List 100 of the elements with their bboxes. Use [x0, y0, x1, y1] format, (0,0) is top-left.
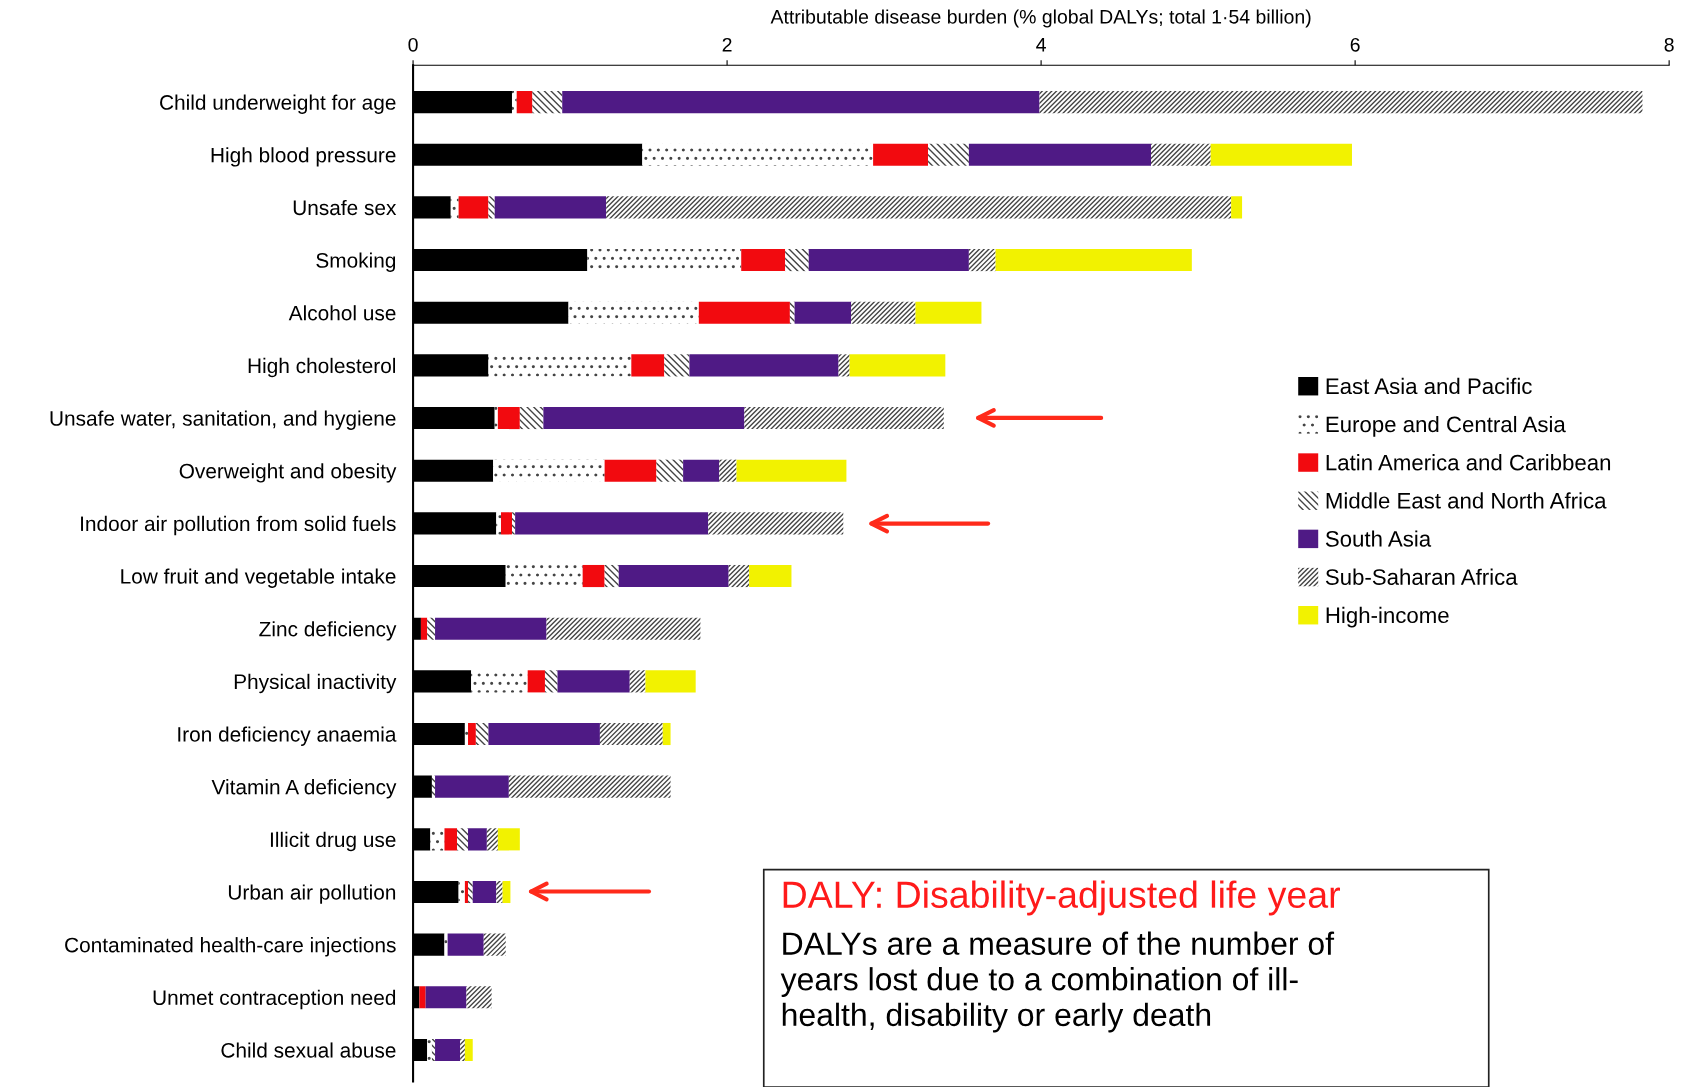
bar: [419, 986, 426, 1009]
bar: [631, 354, 665, 377]
bar: [516, 91, 533, 114]
y-tick-label: Alcohol use: [288, 305, 396, 321]
bar: [457, 828, 469, 851]
legend-label: South Asia: [1325, 530, 1432, 547]
bar: [493, 459, 605, 482]
legend-label: Sub-Saharan Africa: [1325, 568, 1518, 585]
bar: [475, 722, 489, 746]
bar: [587, 249, 742, 272]
bar: [468, 722, 476, 746]
bar: [749, 564, 792, 588]
bar: [1039, 91, 1643, 114]
bar: [543, 406, 745, 430]
bar: [519, 406, 544, 430]
bar: [698, 301, 790, 324]
bar: [683, 459, 720, 482]
bar: [505, 564, 583, 588]
bar: [532, 91, 563, 114]
bar: [645, 670, 696, 693]
bar: [562, 91, 1040, 114]
bar: [464, 1038, 473, 1062]
y-tick-label: Child underweight for age: [160, 94, 396, 114]
bar: [728, 564, 750, 588]
y-tick-label: Smoking: [316, 252, 396, 272]
y-tick-label: Indoor air pollution from solid fuels: [81, 515, 396, 536]
bar: [468, 828, 487, 851]
x-tick-label: 8: [1664, 37, 1674, 52]
bar: [458, 880, 465, 904]
bar: [689, 354, 839, 377]
bar: [444, 933, 448, 956]
bar: [873, 143, 929, 166]
y-tick-label: Unsafe water, sanitation, and hygiene: [50, 410, 396, 430]
bar: [488, 722, 600, 746]
y-tick-label: Low fruit and vegetable intake: [121, 568, 396, 588]
bar: [656, 459, 684, 482]
bar: [664, 354, 690, 377]
x-tick-label: 6: [1350, 37, 1360, 52]
bar: [468, 880, 473, 904]
bar: [849, 354, 946, 377]
bar: [494, 406, 498, 430]
bar: [497, 406, 520, 430]
bar: [604, 564, 619, 588]
bar: [425, 986, 467, 1009]
bar: [464, 722, 469, 746]
y-tick-label: Child sexual abuse: [221, 1042, 396, 1058]
legend-label: East Asia and Pacific: [1326, 377, 1532, 395]
bar: [1210, 143, 1352, 166]
bar: [447, 933, 484, 956]
bar: [511, 512, 516, 535]
y-tick-label: Contaminated health-care injections: [65, 937, 396, 957]
bar: [599, 722, 663, 746]
bar: [460, 1038, 465, 1062]
bar: [435, 617, 547, 640]
bar: [427, 617, 436, 640]
bar: [496, 880, 503, 904]
annotation: DALYs are a measure of the number of years lost due to a combination of ill- health, disability or early death: [780, 931, 1335, 1033]
bar: [785, 249, 809, 272]
bar: [435, 1038, 461, 1062]
bar: [794, 301, 852, 324]
bar: [741, 249, 786, 272]
bar: [968, 143, 1152, 166]
bar: [435, 775, 509, 798]
bar: [789, 301, 795, 324]
y-tick-label: Vitamin A deficiency: [211, 779, 397, 799]
bar: [431, 1038, 436, 1062]
x-tick-label: 4: [1036, 38, 1046, 52]
bar: [500, 512, 512, 535]
bar: [604, 459, 657, 482]
bar: [719, 459, 737, 482]
bar: [544, 670, 558, 693]
bar: [838, 354, 850, 377]
bar: [662, 722, 671, 746]
y-tick-label: Physical inactivity: [234, 673, 397, 694]
bar: [488, 354, 632, 377]
bar: [808, 249, 969, 272]
x-axis-title: Attributable disease burden (% global DALYs; total 1·54 billion): [770, 9, 1311, 28]
bar: [431, 775, 436, 798]
bar: [471, 670, 528, 693]
y-tick-label: High cholesterol: [248, 357, 396, 378]
bar: [546, 617, 701, 640]
legend-label: Latin America and Caribbean: [1326, 454, 1611, 471]
y-tick-label: Urban air pollution: [228, 884, 396, 904]
bar: [444, 828, 458, 851]
bar: [527, 670, 545, 693]
bar: [708, 512, 844, 535]
bar: [472, 880, 497, 904]
bar: [736, 459, 847, 482]
y-tick-label: Zinc deficiency: [259, 621, 397, 641]
y-tick-label: Iron deficiency anaemia: [178, 726, 397, 746]
y-tick-label: Illicit drug use: [270, 831, 396, 852]
y-tick-label: Unsafe sex: [293, 199, 397, 216]
y-tick-label: High blood pressure: [211, 147, 396, 167]
y-tick-label: Overweight and obesity: [179, 463, 397, 483]
bar: [606, 196, 1232, 219]
bar: [1231, 196, 1243, 219]
bar: [486, 828, 498, 851]
bar: [450, 196, 459, 219]
bar: [557, 670, 630, 693]
x-tick-label: 2: [722, 37, 732, 52]
